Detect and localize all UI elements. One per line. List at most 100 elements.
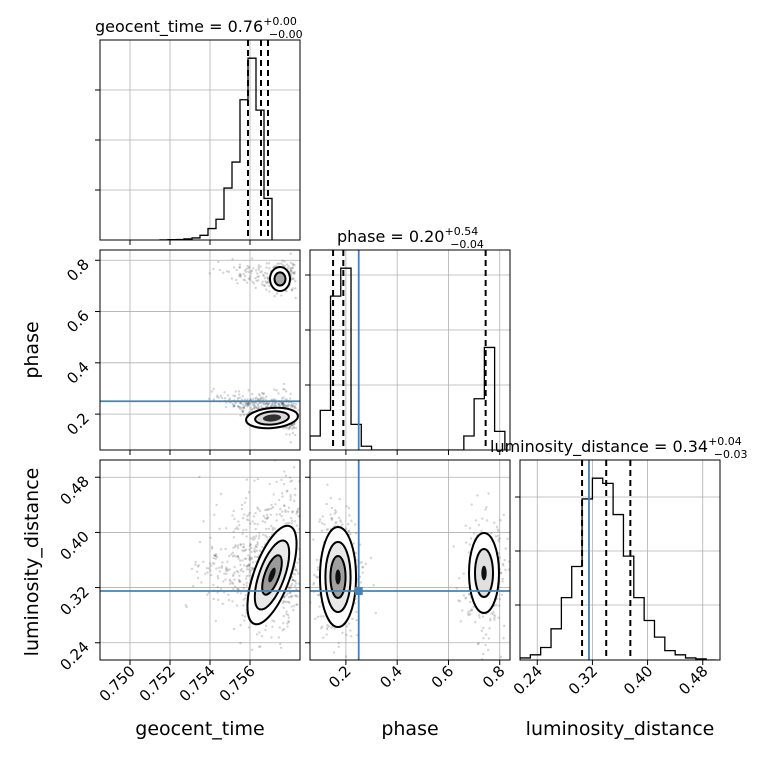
phase-geocent-sample: [284, 390, 288, 393]
dist-geocent-sample: [295, 587, 298, 591]
dist-geocent-sample: [251, 568, 255, 571]
dist-geocent-sample: [293, 573, 297, 576]
dist-phase-sample: [481, 517, 484, 520]
dist-geocent-sample: [251, 561, 255, 564]
dist-geocent-sample: [287, 506, 291, 509]
phase-geocent-sample: [292, 423, 296, 426]
phase-geocent-sample: [291, 431, 295, 435]
dist-geocent-sample: [293, 520, 297, 523]
dist-geocent-sample: [287, 616, 291, 619]
dist-phase-sample: [341, 631, 344, 635]
dist-geocent-sample: [208, 562, 212, 565]
phase-geocent-sample: [240, 409, 244, 412]
dist-phase-sample: [504, 547, 507, 550]
dist-phase-xticklabel-0: 0.2: [325, 662, 355, 692]
dist-phase-sample: [485, 506, 488, 509]
dist-geocent-sample: [262, 514, 266, 518]
phase-geocent-sample: [255, 407, 259, 410]
dist-geocent-sample: [290, 479, 294, 482]
dist-geocent-sample: [246, 514, 249, 518]
phase-geocent-sample: [288, 427, 291, 430]
phase-geocent-sample: [247, 403, 251, 407]
dist-geocent-sample: [286, 521, 289, 525]
dist-marginal-xticklabel-3: 0.48: [675, 662, 711, 698]
dist-geocent-sample: [290, 519, 294, 522]
dist-geocent-sample: [251, 648, 254, 652]
phase-geocent-yticklabel-0: 0.2: [63, 409, 93, 439]
dist-geocent-sample: [245, 581, 248, 585]
dist-geocent-sample: [256, 541, 259, 544]
dist-geocent-sample: [293, 584, 297, 588]
dist-phase-sample: [452, 545, 455, 548]
dist-geocent-sample: [213, 562, 216, 565]
phase-geocent-sample: [272, 398, 276, 401]
dist-geocent-sample: [247, 554, 250, 557]
dist-geocent-sample: [285, 612, 288, 616]
phase-geocent-sample: [281, 263, 284, 267]
phase-geocent-sample: [265, 266, 268, 269]
dist-geocent-sample: [284, 510, 287, 514]
dist-geocent-sample: [279, 507, 282, 511]
dist-phase-sample: [315, 575, 318, 578]
phase-geocent-sample: [255, 396, 258, 399]
dist-phase-sample: [501, 562, 505, 566]
phase-geocent-sample: [265, 272, 269, 275]
phase-title: phase = 0.20+0.54 −0.04: [337, 225, 484, 251]
phase-geocent-sample: [255, 272, 259, 275]
dist-phase-sample: [306, 610, 308, 612]
dist-geocent-sample: [239, 580, 242, 583]
phase-geocent-sample: [297, 409, 300, 412]
dist-geocent-sample: [237, 520, 240, 523]
dist-geocent-sample: [285, 600, 288, 604]
phase-geocent-yticklabel-1: 0.4: [63, 358, 93, 388]
dist-geocent-sample: [234, 527, 237, 531]
dist-geocent-sample: [244, 496, 248, 500]
dist-geocent-sample: [291, 579, 295, 582]
phase-geocent-sample: [278, 401, 281, 405]
phase-geocent-sample: [252, 403, 256, 406]
phase-geocent-upper-contour: [269, 266, 291, 292]
dist-geocent-sample: [226, 560, 229, 564]
phase-geocent-sample: [263, 284, 267, 288]
dist-geocent-sample: [253, 555, 257, 558]
phase-geocent-sample: [243, 269, 247, 272]
dist-geocent-sample: [288, 476, 292, 479]
phase-geocent-sample: [280, 402, 284, 405]
dist-geocent-sample: [247, 513, 250, 516]
dist-geocent-sample: [274, 503, 277, 506]
phase-geocent-sample: [289, 269, 293, 273]
dist-phase-sample: [507, 568, 510, 571]
dist-geocent-sample: [233, 578, 236, 581]
phase-geocent-sample: [238, 266, 241, 269]
dist-phase-sample: [364, 562, 368, 566]
dist-geocent-sample: [271, 619, 274, 622]
dist-geocent-sample: [225, 572, 228, 575]
phase-geocent-sample: [232, 394, 235, 397]
dist-geocent-xticklabel-3: 0.756: [216, 662, 259, 705]
dist-phase-sample: [499, 655, 503, 659]
dist-geocent-sample: [244, 557, 248, 560]
dist-geocent-sample: [216, 585, 219, 589]
phase-geocent-sample: [292, 426, 296, 430]
dist-geocent-sample: [240, 507, 244, 511]
dist-geocent-sample: [234, 544, 237, 547]
phase-geocent-sample: [247, 389, 250, 392]
phase-geocent-sample: [283, 260, 286, 263]
dist-geocent-sample: [223, 572, 226, 575]
dist-phase-sample: [487, 637, 491, 640]
dist-geocent-sample: [243, 597, 247, 600]
phase-geocent-sample: [283, 264, 287, 268]
phase-geocent-sample: [215, 395, 219, 399]
dist-geocent-sample: [243, 615, 247, 618]
dist-phase-sample: [319, 615, 323, 618]
phase-geocent-sample: [233, 404, 236, 408]
dist-geocent-sample: [287, 600, 290, 604]
phase-geocent-sample: [244, 401, 247, 405]
dist-geocent-sample: [248, 558, 252, 562]
dist-phase-sample: [334, 522, 337, 525]
dist-geocent-sample: [216, 574, 220, 578]
dist-geocent-sample: [232, 536, 236, 539]
phase-geocent-sample: [285, 398, 289, 401]
phase-geocent-sample: [252, 407, 255, 410]
